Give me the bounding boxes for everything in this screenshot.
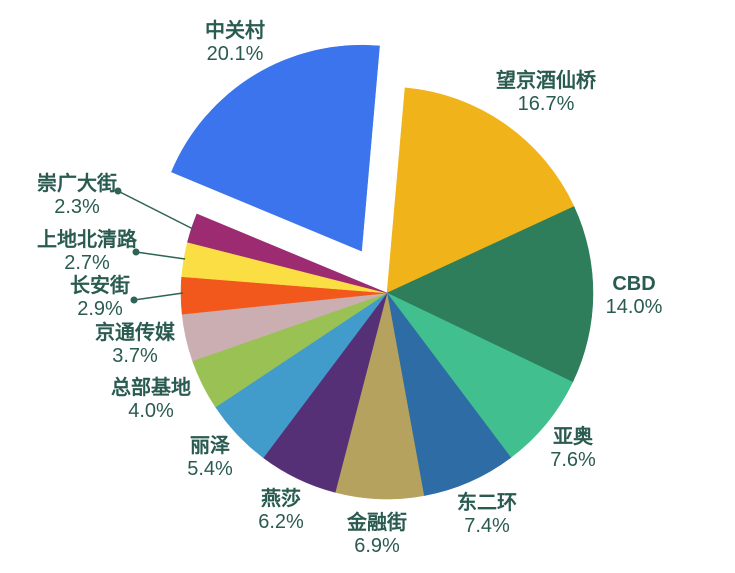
slice-label-长安街: 长安街 2.9%: [70, 275, 130, 321]
slice-label-望京酒仙桥: 望京酒仙桥 16.7%: [496, 70, 596, 116]
slice-percent: 4.0%: [128, 400, 174, 422]
slice-percent: 20.1%: [206, 43, 264, 65]
slice-name: 总部基地: [111, 377, 191, 399]
slice-name: 燕莎: [261, 488, 301, 510]
slice-name: 东二环: [457, 492, 517, 514]
slice-percent: 6.9%: [354, 535, 400, 557]
pie-slice-望京酒仙桥: [386, 87, 575, 294]
slice-name: 丽泽: [190, 435, 230, 457]
pie-slice-中关村: [171, 44, 380, 252]
slice-label-燕莎: 燕莎 6.2%: [258, 488, 304, 534]
leader-dot-崇广大街: [114, 187, 122, 195]
slice-name: 中关村: [205, 20, 265, 42]
slice-percent: 2.7%: [64, 252, 110, 274]
slice-percent: 2.9%: [77, 298, 123, 320]
slice-label-CBD: CBD 14.0%: [606, 273, 663, 319]
slice-name: 上地北清路: [37, 229, 137, 251]
slice-label-上地北清路: 上地北清路 2.7%: [37, 229, 137, 275]
pie-slice-CBD: [386, 206, 594, 383]
slice-percent: 7.6%: [550, 449, 596, 471]
leader-dot-长安街: [130, 296, 138, 304]
slice-label-中关村: 中关村 20.1%: [205, 20, 265, 66]
pie-slice-东二环: [386, 292, 512, 496]
slice-percent: 5.4%: [187, 458, 233, 480]
slice-label-亚奥: 亚奥 7.6%: [550, 426, 596, 472]
slice-label-丽泽: 丽泽 5.4%: [187, 435, 233, 481]
slice-label-京通传媒: 京通传媒 3.7%: [95, 322, 175, 368]
slice-label-崇广大街: 崇广大街 2.3%: [37, 173, 117, 219]
slice-name: CBD: [612, 273, 656, 295]
leader-line-上地北清路: [135, 251, 186, 260]
slice-label-金融街: 金融街 6.9%: [347, 512, 407, 558]
leader-line-崇广大街: [117, 190, 194, 230]
slice-label-总部基地: 总部基地 4.0%: [111, 377, 191, 423]
slice-percent: 14.0%: [605, 296, 663, 318]
slice-percent: 6.2%: [258, 511, 304, 533]
slice-label-东二环: 东二环 7.4%: [457, 492, 517, 538]
pie-slice-亚奥: [386, 292, 574, 458]
slice-name: 崇广大街: [37, 173, 117, 195]
slice-name: 京通传媒: [95, 322, 175, 344]
slice-percent: 16.7%: [517, 93, 575, 115]
slice-name: 亚奥: [553, 426, 593, 448]
slice-percent: 3.7%: [112, 345, 158, 367]
slice-percent: 7.4%: [464, 515, 510, 537]
slice-name: 金融街: [347, 512, 407, 534]
slice-name: 长安街: [70, 275, 130, 297]
slice-name: 望京酒仙桥: [496, 70, 596, 92]
leader-line-长安街: [133, 292, 184, 301]
slice-percent: 2.3%: [54, 196, 100, 218]
leader-dot-上地北清路: [132, 248, 140, 256]
